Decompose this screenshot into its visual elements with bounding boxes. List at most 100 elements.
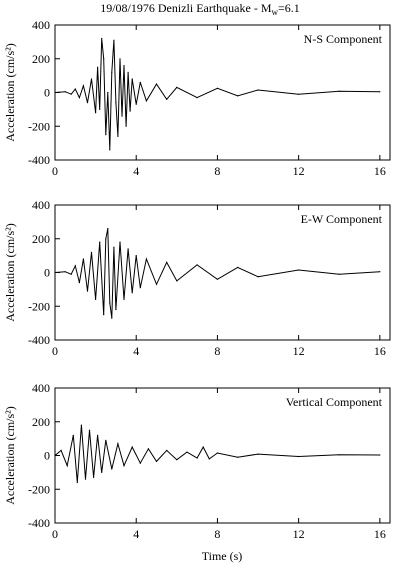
data-point bbox=[82, 85, 84, 87]
panel-label: Vertical Component bbox=[286, 395, 383, 409]
data-point bbox=[196, 97, 198, 99]
data-point bbox=[123, 465, 125, 467]
y-tick-label: -400 bbox=[28, 153, 50, 167]
y-tick-label: -200 bbox=[28, 482, 50, 496]
data-point bbox=[196, 457, 198, 459]
chart-title-subscript: w bbox=[272, 7, 279, 17]
series-line bbox=[54, 425, 380, 483]
data-point bbox=[129, 110, 131, 112]
y-tick-label: 0 bbox=[44, 86, 50, 100]
data-point bbox=[202, 446, 204, 448]
x-tick-label: 16 bbox=[374, 164, 386, 178]
x-axis-label: Time (s) bbox=[202, 549, 243, 563]
y-tick-label: 400 bbox=[32, 381, 50, 395]
data-point bbox=[76, 481, 78, 484]
data-point bbox=[176, 280, 178, 282]
data-point bbox=[60, 449, 62, 451]
data-point bbox=[97, 66, 99, 68]
y-tick-label: 200 bbox=[32, 52, 50, 66]
data-point bbox=[196, 264, 198, 266]
data-point bbox=[54, 91, 56, 94]
x-tick-label: 16 bbox=[374, 344, 386, 358]
data-point bbox=[139, 81, 141, 83]
x-tick-label: 4 bbox=[133, 164, 139, 178]
data-point bbox=[298, 455, 300, 458]
data-point bbox=[90, 251, 93, 253]
x-tick-label: 12 bbox=[293, 344, 305, 358]
series-line bbox=[54, 228, 380, 319]
data-point bbox=[131, 446, 133, 448]
data-point bbox=[145, 100, 147, 102]
data-point bbox=[64, 91, 66, 93]
data-point bbox=[166, 261, 168, 263]
x-tick-label: 0 bbox=[52, 344, 58, 358]
data-point bbox=[97, 434, 99, 436]
data-point bbox=[216, 278, 218, 280]
data-point bbox=[64, 271, 66, 273]
data-point bbox=[117, 135, 119, 137]
chart-title-suffix: =6.1 bbox=[278, 1, 300, 15]
data-point bbox=[379, 271, 381, 273]
chart-title-main: 19/08/1976 Denizli Earthquake - M bbox=[100, 1, 272, 15]
data-point bbox=[379, 454, 381, 456]
x-tick-label: 4 bbox=[133, 344, 139, 358]
y-tick-label: 200 bbox=[32, 415, 50, 429]
y-tick-label: 0 bbox=[44, 449, 50, 463]
data-point bbox=[123, 64, 125, 67]
x-tick-label: 0 bbox=[52, 164, 58, 178]
data-point bbox=[88, 429, 91, 431]
data-point bbox=[74, 88, 76, 90]
data-point bbox=[54, 271, 56, 274]
y-tick-label: 0 bbox=[44, 266, 50, 280]
data-point bbox=[155, 283, 158, 285]
data-point bbox=[379, 91, 381, 93]
data-point bbox=[176, 86, 178, 88]
y-tick-label: -400 bbox=[28, 516, 50, 530]
data-point bbox=[107, 91, 109, 94]
x-tick-label: 8 bbox=[214, 527, 220, 541]
data-point bbox=[80, 424, 82, 426]
x-tick-label: 16 bbox=[374, 527, 386, 541]
data-point bbox=[66, 465, 68, 467]
data-point bbox=[127, 71, 129, 73]
data-point bbox=[338, 90, 340, 92]
data-point bbox=[119, 241, 121, 243]
data-point bbox=[115, 309, 117, 311]
data-point bbox=[131, 292, 133, 294]
x-tick-label: 4 bbox=[133, 527, 139, 541]
x-tick-label: 0 bbox=[52, 527, 58, 541]
y-tick-label: 400 bbox=[32, 18, 50, 32]
data-point bbox=[125, 125, 127, 127]
data-point bbox=[105, 134, 107, 136]
data-point bbox=[139, 462, 141, 464]
data-point bbox=[216, 87, 218, 89]
data-point bbox=[99, 108, 101, 110]
x-tick-label: 12 bbox=[293, 527, 305, 541]
data-point bbox=[105, 439, 107, 441]
data-point bbox=[145, 258, 147, 260]
data-point bbox=[54, 454, 56, 457]
data-point bbox=[109, 302, 111, 304]
data-point bbox=[105, 238, 107, 240]
data-point bbox=[74, 265, 76, 267]
data-point bbox=[298, 93, 300, 95]
data-point bbox=[86, 290, 89, 292]
data-point bbox=[70, 93, 72, 95]
data-point bbox=[84, 478, 87, 480]
panel-label: N-S Component bbox=[304, 32, 383, 46]
data-point bbox=[119, 58, 121, 60]
data-point bbox=[135, 255, 137, 257]
data-point bbox=[155, 460, 158, 462]
data-point bbox=[103, 58, 105, 60]
panel-label: E-W Component bbox=[301, 212, 383, 226]
data-point bbox=[113, 246, 115, 248]
data-point bbox=[99, 241, 101, 243]
data-point bbox=[82, 258, 84, 260]
data-point bbox=[86, 102, 89, 104]
data-point bbox=[338, 273, 340, 275]
y-axis-label: Acceleration (cm/s²) bbox=[3, 223, 17, 322]
data-point bbox=[237, 456, 239, 458]
